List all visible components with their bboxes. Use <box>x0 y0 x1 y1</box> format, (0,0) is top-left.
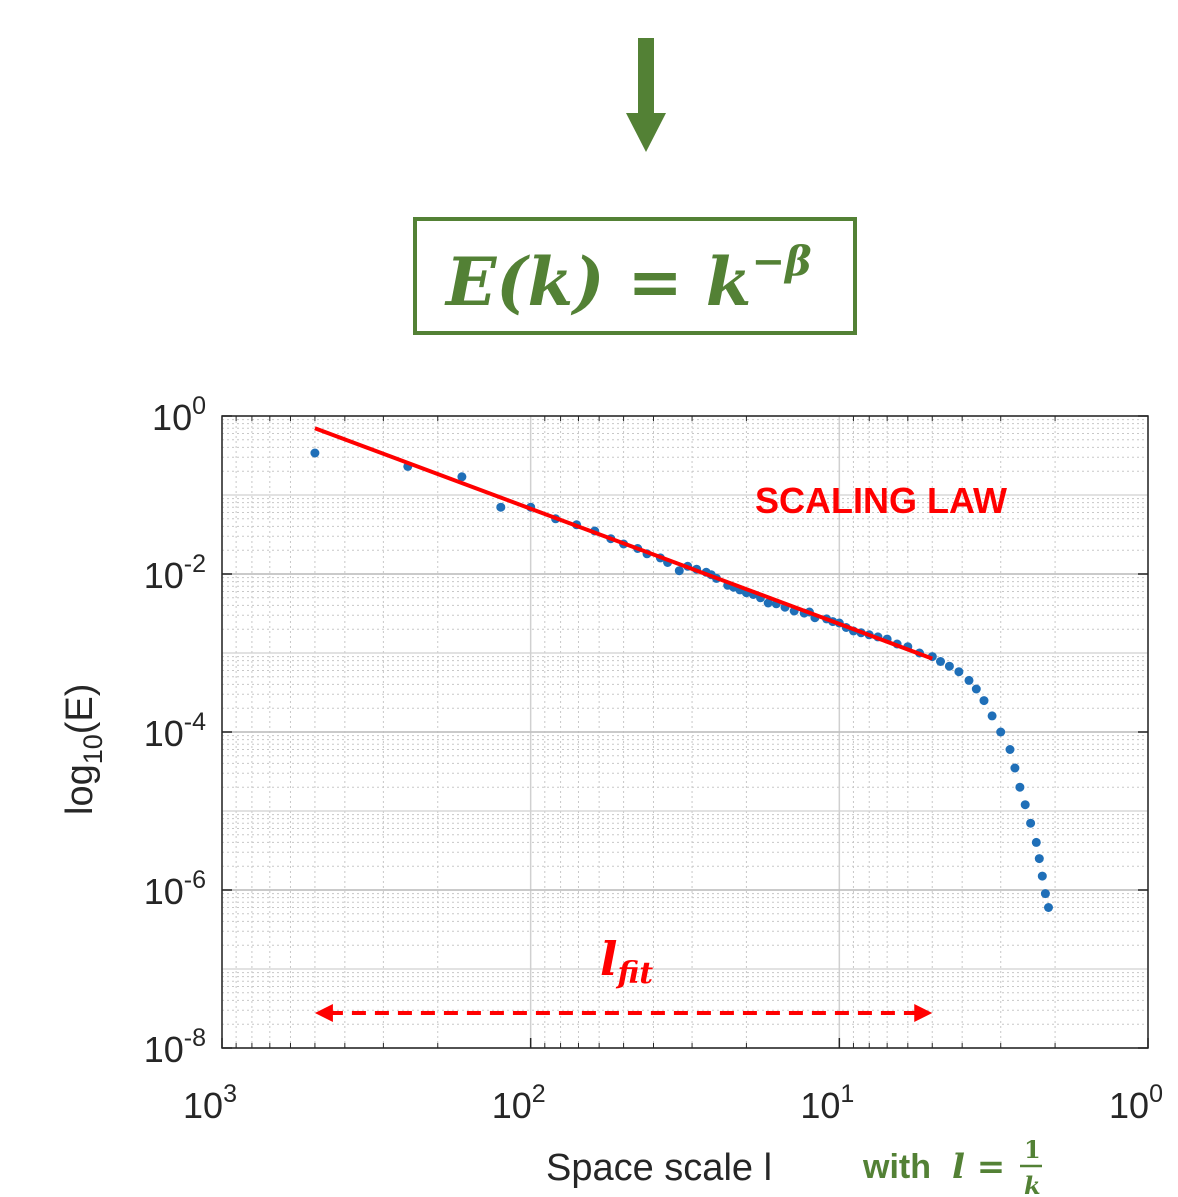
formula-box <box>413 217 857 335</box>
data-point <box>936 657 945 666</box>
data-point <box>1044 903 1053 912</box>
axis-ticks <box>221 415 1149 1049</box>
x-tick-labels: 103 102 101 100 <box>183 1080 1163 1126</box>
data-point <box>971 684 981 694</box>
formula-exponent: −β <box>751 238 811 285</box>
x-axis-note: with l = 1 k <box>862 1135 1042 1197</box>
data-point <box>457 472 467 482</box>
data-point <box>979 696 989 706</box>
y-axis-label: log10(E) <box>59 684 108 815</box>
y-tick-labels: 100 10-2 10-4 10-6 10-8 <box>144 392 206 1070</box>
y-tick-label: 10-8 <box>144 1024 206 1070</box>
x-axis-note-formula: l = <box>952 1147 1005 1187</box>
fit-range-label: lfit <box>600 932 653 991</box>
data-point <box>1037 871 1047 881</box>
y-tick-label: 10-4 <box>144 708 206 754</box>
fit-range-label-sub: fit <box>615 956 653 991</box>
formula: E(k) = k−β <box>444 238 812 321</box>
y-tick-label: 10-6 <box>144 866 206 912</box>
data-point <box>954 667 964 677</box>
y-tick-label: 10-2 <box>144 550 206 596</box>
data-point <box>674 566 684 576</box>
x-tick-label: 102 <box>492 1080 546 1126</box>
data-point <box>1026 818 1036 828</box>
fit-range-label-base: l <box>600 932 617 986</box>
data-point <box>1015 782 1025 792</box>
data-point <box>944 661 954 671</box>
data-point <box>964 675 974 685</box>
x-tick-label: 100 <box>1109 1080 1163 1126</box>
scaling-law-label: SCALING LAW <box>755 480 1007 521</box>
data-point <box>1040 889 1050 899</box>
data-point <box>987 711 997 721</box>
fit-line <box>314 426 933 661</box>
data-point <box>1031 837 1041 847</box>
x-tick-label: 103 <box>183 1080 237 1126</box>
formula-lhs: E(k) = k <box>444 243 751 321</box>
x-tick-label: 101 <box>800 1080 854 1126</box>
data-point <box>1034 854 1044 864</box>
data-point <box>763 598 773 608</box>
down-arrow-icon <box>626 38 666 152</box>
fit-range-arrow <box>314 1004 933 1022</box>
x-axis-note-prefix: with <box>862 1148 931 1186</box>
data-point <box>1020 800 1030 810</box>
y-tick-label: 100 <box>152 392 206 438</box>
x-axis-note-numerator: 1 <box>1024 1135 1041 1164</box>
x-axis-note-denominator: k <box>1024 1171 1041 1197</box>
data-point <box>496 502 506 512</box>
data-point <box>1010 763 1020 773</box>
data-point <box>996 727 1006 737</box>
x-axis-label: Space scale l <box>546 1147 772 1189</box>
data-point <box>1005 745 1015 754</box>
data-point <box>310 448 320 458</box>
